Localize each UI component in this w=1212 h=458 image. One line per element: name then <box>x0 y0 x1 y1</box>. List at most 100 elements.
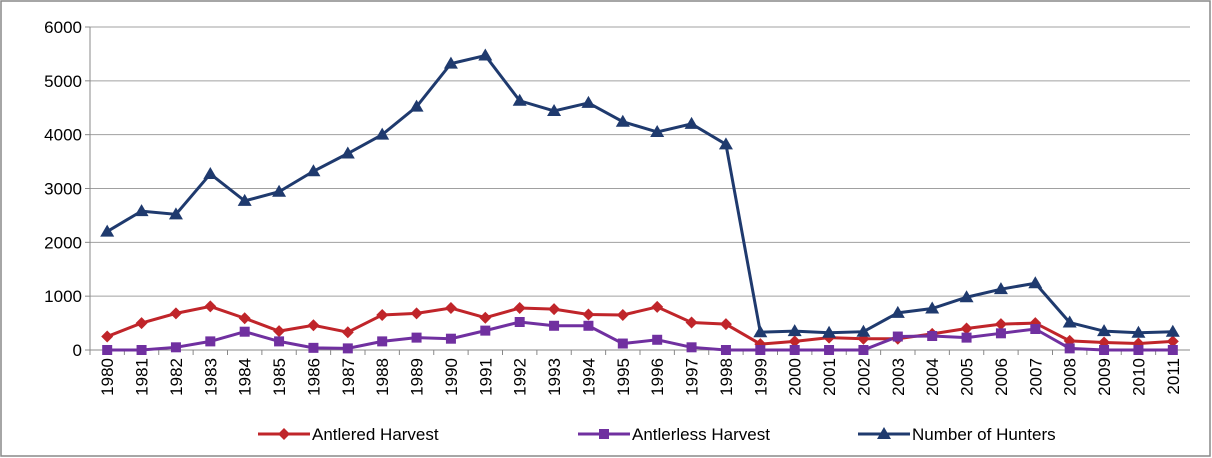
data-point <box>1099 345 1110 355</box>
data-point <box>101 330 114 343</box>
x-tick-label: 1997 <box>683 358 702 396</box>
x-tick-label: 1986 <box>304 358 323 396</box>
x-tick-label: 2000 <box>786 358 805 396</box>
data-point <box>652 334 663 345</box>
data-point <box>272 184 287 197</box>
legend-marker <box>278 428 290 440</box>
y-tick-label: 5000 <box>44 72 82 91</box>
x-tick-label: 2009 <box>1095 358 1114 396</box>
data-point <box>789 345 800 355</box>
series-line <box>107 320 1173 352</box>
data-point <box>204 300 217 313</box>
data-point <box>858 345 869 355</box>
data-point <box>718 137 733 150</box>
y-tick-label: 0 <box>73 341 82 360</box>
x-tick-label: 1992 <box>511 358 530 396</box>
y-tick-label: 2000 <box>44 233 82 252</box>
data-point <box>650 124 665 137</box>
data-point <box>994 318 1007 331</box>
data-point <box>787 324 802 337</box>
x-tick-label: 2011 <box>1164 358 1183 395</box>
data-point <box>892 331 903 342</box>
x-tick-label: 1991 <box>476 358 495 396</box>
x-tick-label: 2008 <box>1061 358 1080 396</box>
data-point <box>753 325 768 338</box>
x-tick-label: 1990 <box>442 358 461 396</box>
data-point <box>376 309 389 322</box>
data-point <box>274 336 285 347</box>
data-point <box>480 325 491 336</box>
data-point <box>237 193 252 206</box>
data-point <box>822 325 837 338</box>
data-point <box>927 331 938 342</box>
x-tick-label: 1980 <box>98 358 117 396</box>
data-point <box>961 332 972 343</box>
x-tick-label: 1984 <box>236 358 255 396</box>
data-point <box>1167 345 1178 355</box>
data-point <box>615 114 630 127</box>
data-point <box>306 164 321 177</box>
data-point <box>549 320 560 331</box>
data-point <box>514 317 525 328</box>
data-point <box>651 300 664 313</box>
x-tick-label: 1998 <box>717 358 736 396</box>
x-tick-label: 2002 <box>854 358 873 396</box>
data-point <box>581 95 596 108</box>
data-point <box>341 326 354 339</box>
data-point <box>583 320 594 331</box>
data-point <box>890 305 905 318</box>
data-point <box>102 345 113 355</box>
data-point <box>824 345 835 355</box>
data-point <box>168 207 183 220</box>
x-tick-label: 1989 <box>408 358 427 396</box>
data-point <box>993 282 1008 295</box>
legend-label: Number of Hunters <box>912 425 1056 444</box>
data-point <box>617 338 628 349</box>
data-point <box>445 333 456 344</box>
legend-marker <box>877 427 891 439</box>
data-point <box>513 302 526 315</box>
data-point <box>342 343 353 354</box>
data-point <box>1131 325 1146 338</box>
data-point <box>719 318 732 331</box>
y-tick-label: 4000 <box>44 126 82 145</box>
data-point <box>307 319 320 332</box>
data-point <box>856 324 871 337</box>
x-tick-label: 1985 <box>270 358 289 396</box>
data-point <box>547 103 562 116</box>
data-point <box>340 146 355 159</box>
data-point <box>925 301 940 314</box>
data-point <box>100 224 115 237</box>
data-point <box>959 290 974 303</box>
data-point <box>684 116 699 129</box>
data-point <box>169 307 182 320</box>
x-tick-label: 2001 <box>820 358 839 396</box>
y-tick-label: 1000 <box>44 287 82 306</box>
legend-label: Antlered Harvest <box>312 425 439 444</box>
data-point <box>479 311 492 324</box>
y-tick-label: 6000 <box>44 18 82 37</box>
data-point <box>203 166 218 179</box>
data-point <box>685 316 698 329</box>
x-tick-label: 1995 <box>614 358 633 396</box>
data-point <box>686 342 697 353</box>
x-tick-label: 2007 <box>1026 358 1045 396</box>
x-tick-label: 1981 <box>133 358 152 396</box>
data-point <box>1165 324 1180 337</box>
x-tick-label: 1994 <box>579 358 598 396</box>
series-line <box>106 53 1173 335</box>
data-point <box>788 335 801 348</box>
data-point <box>135 317 148 330</box>
data-point <box>308 342 319 353</box>
data-point <box>1028 276 1043 289</box>
series-line <box>106 304 1173 346</box>
data-point <box>582 308 595 321</box>
data-point <box>548 303 561 316</box>
data-point <box>616 309 629 322</box>
data-point <box>409 99 424 112</box>
x-tick-label: 2005 <box>958 358 977 396</box>
data-point <box>1133 345 1144 355</box>
data-point <box>1166 335 1179 348</box>
x-tick-label: 2006 <box>992 358 1011 396</box>
